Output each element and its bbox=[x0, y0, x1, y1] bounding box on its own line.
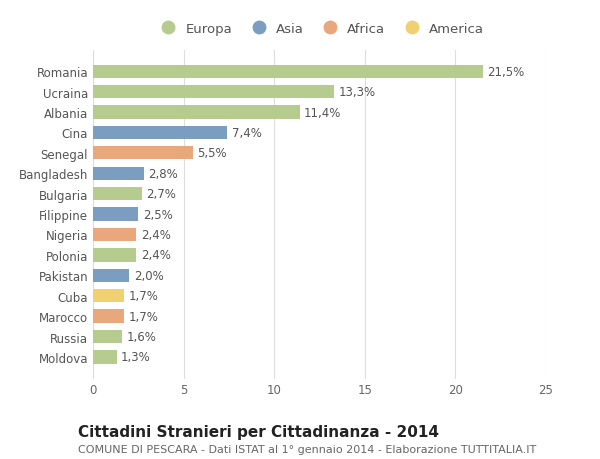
Bar bbox=[93, 269, 129, 282]
Bar bbox=[93, 249, 136, 262]
Text: COMUNE DI PESCARA - Dati ISTAT al 1° gennaio 2014 - Elaborazione TUTTITALIA.IT: COMUNE DI PESCARA - Dati ISTAT al 1° gen… bbox=[78, 444, 536, 454]
Text: 13,3%: 13,3% bbox=[338, 86, 376, 99]
Text: 1,6%: 1,6% bbox=[127, 330, 157, 343]
Bar bbox=[93, 330, 122, 343]
Bar bbox=[93, 65, 482, 78]
Text: 11,4%: 11,4% bbox=[304, 106, 341, 119]
Text: 2,8%: 2,8% bbox=[148, 168, 178, 180]
Bar bbox=[93, 351, 116, 364]
Bar bbox=[93, 290, 124, 302]
Text: 5,5%: 5,5% bbox=[197, 147, 227, 160]
Text: 2,5%: 2,5% bbox=[143, 208, 173, 221]
Text: 1,3%: 1,3% bbox=[121, 351, 151, 364]
Text: 21,5%: 21,5% bbox=[487, 66, 524, 78]
Text: Cittadini Stranieri per Cittadinanza - 2014: Cittadini Stranieri per Cittadinanza - 2… bbox=[78, 425, 439, 440]
Bar bbox=[93, 188, 142, 201]
Bar bbox=[93, 147, 193, 160]
Legend: Europa, Asia, Africa, America: Europa, Asia, Africa, America bbox=[150, 18, 489, 41]
Text: 2,4%: 2,4% bbox=[141, 249, 171, 262]
Bar bbox=[93, 86, 334, 99]
Text: 2,0%: 2,0% bbox=[134, 269, 164, 282]
Bar bbox=[93, 228, 136, 241]
Text: 1,7%: 1,7% bbox=[128, 290, 158, 302]
Bar bbox=[93, 106, 299, 119]
Bar bbox=[93, 167, 144, 180]
Bar bbox=[93, 127, 227, 140]
Bar bbox=[93, 208, 139, 221]
Text: 2,4%: 2,4% bbox=[141, 229, 171, 241]
Text: 2,7%: 2,7% bbox=[146, 188, 176, 201]
Bar bbox=[93, 310, 124, 323]
Text: 1,7%: 1,7% bbox=[128, 310, 158, 323]
Text: 7,4%: 7,4% bbox=[232, 127, 262, 140]
